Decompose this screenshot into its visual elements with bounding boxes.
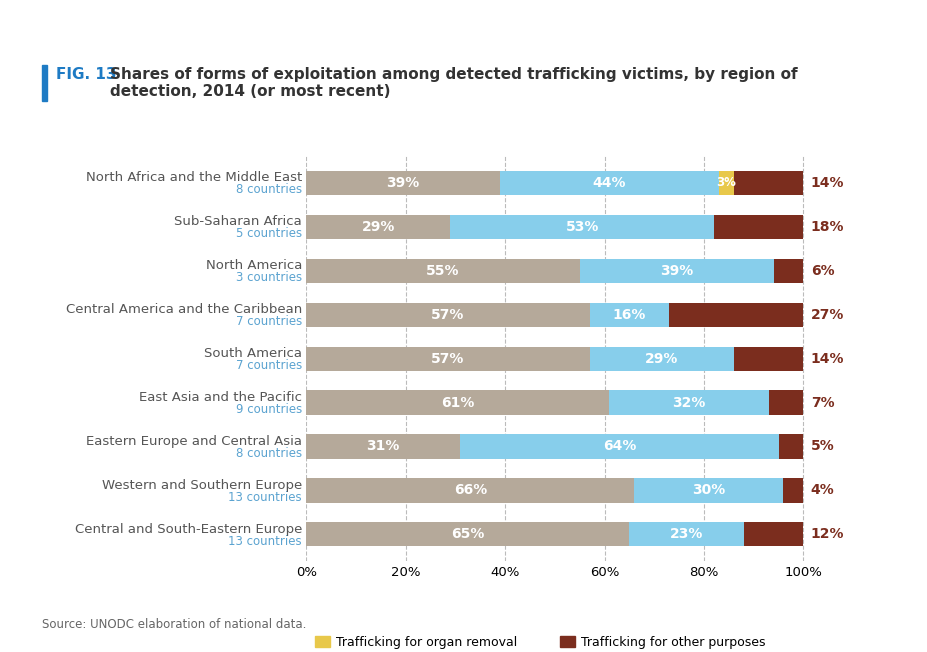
Bar bbox=[733, 171, 803, 195]
Text: Sub-Saharan Africa: Sub-Saharan Africa bbox=[174, 215, 302, 228]
Text: 27%: 27% bbox=[810, 308, 844, 321]
Bar bbox=[743, 522, 803, 546]
Text: 5 countries: 5 countries bbox=[235, 228, 302, 241]
Text: 4%: 4% bbox=[810, 483, 833, 497]
Text: 8 countries: 8 countries bbox=[235, 183, 302, 196]
Bar bbox=[306, 259, 579, 283]
Bar bbox=[306, 171, 500, 195]
Text: 53%: 53% bbox=[565, 220, 598, 234]
Bar bbox=[500, 171, 718, 195]
Text: 39%: 39% bbox=[659, 263, 692, 278]
Text: 8 countries: 8 countries bbox=[235, 447, 302, 460]
Text: North America: North America bbox=[206, 259, 302, 272]
Bar bbox=[306, 391, 609, 415]
Bar bbox=[778, 434, 803, 458]
Bar bbox=[768, 391, 803, 415]
Bar bbox=[609, 391, 768, 415]
Bar bbox=[589, 346, 733, 371]
Text: 23%: 23% bbox=[669, 527, 703, 541]
Text: Western and Southern Europe: Western and Southern Europe bbox=[102, 479, 302, 492]
Text: 64%: 64% bbox=[603, 439, 635, 454]
Text: 6%: 6% bbox=[810, 263, 833, 278]
Text: Source: UNODC elaboration of national data.: Source: UNODC elaboration of national da… bbox=[42, 618, 306, 631]
Bar bbox=[718, 171, 733, 195]
Text: Shares of forms of exploitation among detected trafficking victims, by region of: Shares of forms of exploitation among de… bbox=[109, 67, 796, 99]
Text: 13 countries: 13 countries bbox=[228, 535, 302, 548]
Text: Eastern Europe and Central Asia: Eastern Europe and Central Asia bbox=[86, 435, 302, 448]
Bar bbox=[589, 303, 668, 327]
Text: FIG. 13: FIG. 13 bbox=[56, 67, 116, 82]
Text: East Asia and the Pacific: East Asia and the Pacific bbox=[139, 391, 302, 404]
Text: 12%: 12% bbox=[810, 527, 844, 541]
Text: 65%: 65% bbox=[451, 527, 484, 541]
Bar bbox=[460, 434, 778, 458]
Bar bbox=[306, 434, 460, 458]
Bar bbox=[306, 522, 629, 546]
Bar bbox=[668, 303, 803, 327]
Text: 13 countries: 13 countries bbox=[228, 491, 302, 504]
Text: 3%: 3% bbox=[716, 176, 735, 189]
Bar bbox=[713, 215, 803, 239]
Bar bbox=[450, 215, 713, 239]
Text: 44%: 44% bbox=[592, 176, 626, 190]
Bar bbox=[629, 522, 743, 546]
Text: Central America and the Caribbean: Central America and the Caribbean bbox=[66, 303, 302, 316]
Text: 7 countries: 7 countries bbox=[235, 359, 302, 372]
Text: 18%: 18% bbox=[810, 220, 844, 234]
Text: 9 countries: 9 countries bbox=[235, 403, 302, 416]
Text: 29%: 29% bbox=[644, 351, 678, 366]
Text: 31%: 31% bbox=[366, 439, 400, 454]
Text: 55%: 55% bbox=[425, 263, 459, 278]
Text: South America: South America bbox=[204, 347, 302, 360]
Bar bbox=[773, 259, 803, 283]
Text: 57%: 57% bbox=[431, 308, 464, 321]
Text: 14%: 14% bbox=[810, 176, 844, 190]
Bar bbox=[306, 215, 450, 239]
Text: 57%: 57% bbox=[431, 351, 464, 366]
Text: 7 countries: 7 countries bbox=[235, 315, 302, 328]
Text: 30%: 30% bbox=[692, 483, 725, 497]
Legend: Trafficking for organ removal, Trafficking for sexual exploitation, Trafficking : Trafficking for organ removal, Trafficki… bbox=[314, 636, 765, 652]
Text: 39%: 39% bbox=[387, 176, 419, 190]
Text: 5%: 5% bbox=[810, 439, 833, 454]
Bar bbox=[579, 259, 773, 283]
Text: 7%: 7% bbox=[810, 396, 833, 409]
Text: 3 countries: 3 countries bbox=[235, 271, 302, 284]
Text: Central and South-Eastern Europe: Central and South-Eastern Europe bbox=[74, 523, 302, 535]
Bar bbox=[733, 346, 803, 371]
Text: 14%: 14% bbox=[810, 351, 844, 366]
Bar bbox=[306, 346, 589, 371]
Bar bbox=[634, 479, 782, 503]
Text: 16%: 16% bbox=[612, 308, 645, 321]
Text: North Africa and the Middle East: North Africa and the Middle East bbox=[85, 171, 302, 184]
Bar bbox=[306, 303, 589, 327]
Text: 29%: 29% bbox=[362, 220, 395, 234]
Text: 66%: 66% bbox=[453, 483, 487, 497]
Text: 61%: 61% bbox=[440, 396, 474, 409]
Bar bbox=[782, 479, 803, 503]
Bar bbox=[306, 479, 634, 503]
Text: 32%: 32% bbox=[672, 396, 705, 409]
